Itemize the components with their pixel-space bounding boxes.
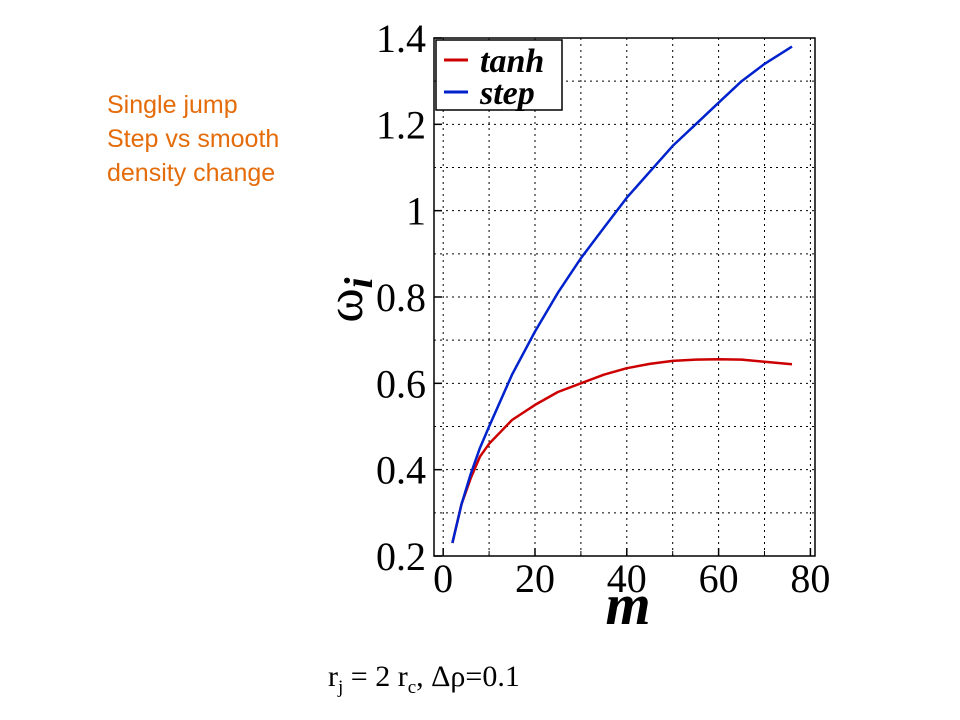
- x-tick-label: 0: [433, 556, 453, 601]
- y-tick-label: 1.4: [376, 16, 426, 61]
- y-tick-label: 0.6: [376, 361, 426, 406]
- annotation-line-3: density change: [107, 159, 276, 187]
- y-tick-label: 1: [406, 189, 426, 234]
- y-tick-label: 0.8: [376, 275, 426, 320]
- legend-label-tanh: tanh: [480, 43, 544, 80]
- caption-sub-j: j: [338, 677, 344, 698]
- y-tick-label: 1.2: [376, 102, 426, 147]
- x-tick-label: 80: [790, 556, 830, 601]
- x-tick-label: 40: [607, 556, 647, 601]
- legend-box: [435, 39, 563, 111]
- chart-grid: [434, 37, 815, 557]
- caption-r: r: [328, 660, 338, 693]
- y-tick-label: 0.2: [376, 534, 426, 579]
- y-axis-label-sub: i: [336, 277, 381, 288]
- annotation-line-1: Single jump: [107, 91, 238, 119]
- caption-rest: , Δρ=0.1: [416, 660, 520, 693]
- caption-eq: = 2 r: [343, 660, 408, 693]
- series-line-step: [451, 45, 793, 544]
- x-tick-label: 60: [699, 556, 739, 601]
- series-lines: [451, 45, 793, 544]
- legend-label-step: step: [479, 75, 535, 112]
- series-line-tanh: [451, 357, 793, 544]
- y-tick-label: 0.4: [376, 448, 426, 493]
- annotation-text: Single jump Step vs smooth density chang…: [107, 88, 279, 190]
- y-axis-label: ωi: [317, 277, 381, 322]
- tick-marks: [434, 37, 812, 557]
- x-tick-label: 20: [515, 556, 555, 601]
- tick-labels: 0 20 40 60 80 0.2 0.4 0.6 0.8 1 1.2 1.4: [376, 16, 830, 601]
- annotation-line-2: Step vs smooth: [107, 125, 280, 153]
- caption-sub-c: c: [407, 677, 417, 698]
- x-axis-label: m: [605, 572, 650, 637]
- plot-frame: [433, 37, 816, 557]
- y-axis-label-main: ω: [317, 288, 374, 322]
- caption: rj = 2 rc, Δρ=0.1: [328, 660, 520, 699]
